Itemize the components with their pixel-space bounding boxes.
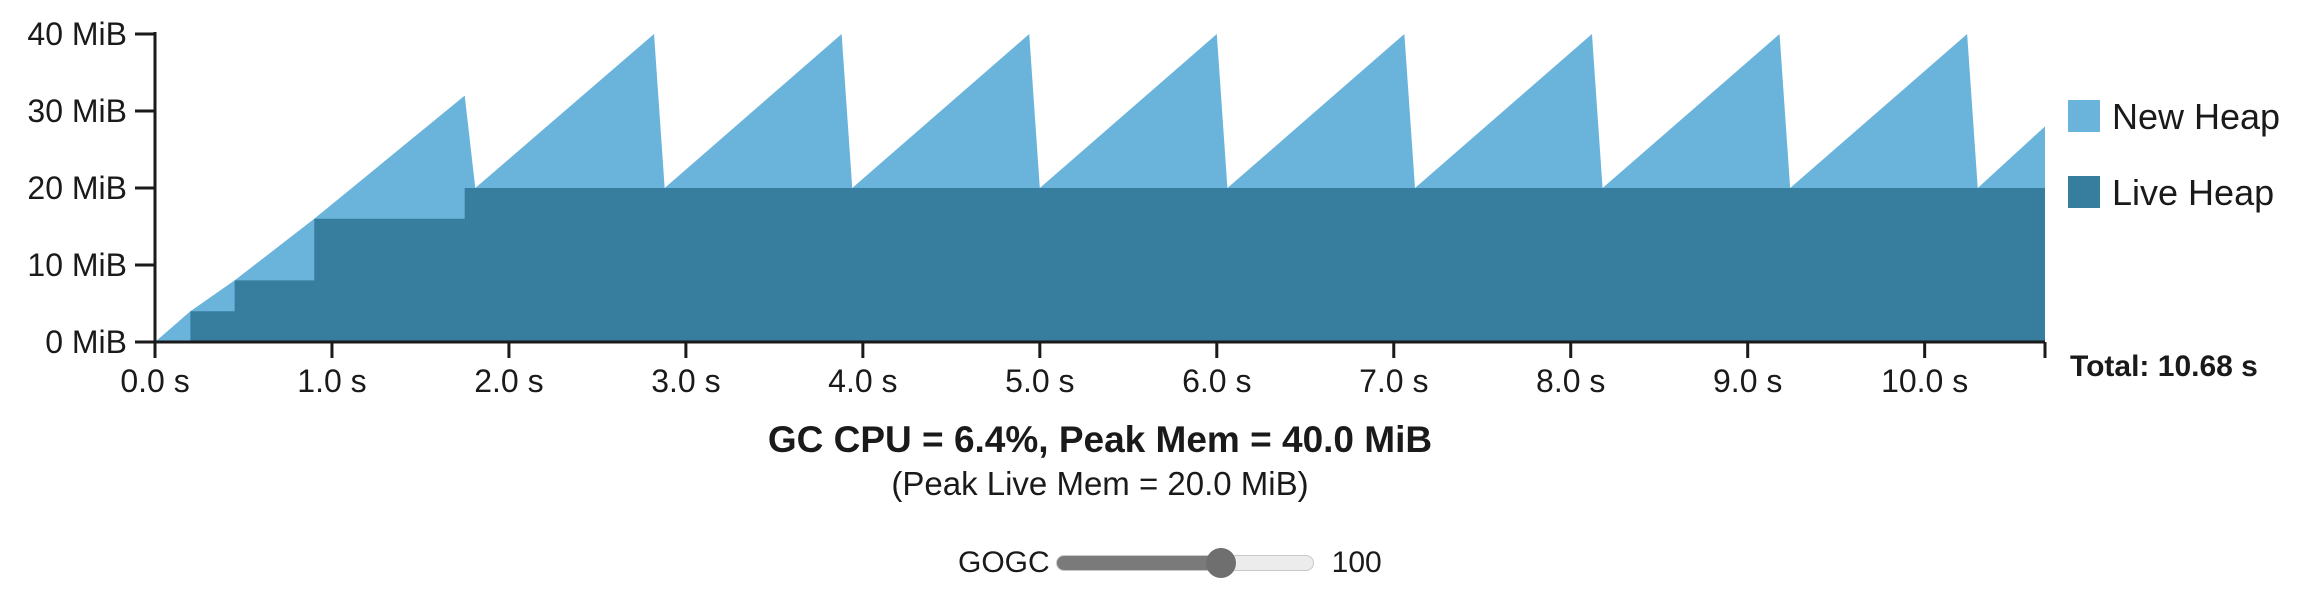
legend-label: Live Heap (2112, 172, 2274, 213)
gogc-label: GOGC (958, 546, 1050, 579)
y-tick-label: 40 MiB (27, 16, 127, 52)
gogc-slider[interactable] (1055, 548, 1314, 578)
heap-chart: 0 MiB 10 MiB 20 MiB 30 MiB 40 MiB 0.0 s 1.0 s… (27, 16, 2280, 399)
gogc-control: GOGC 100 (958, 543, 1382, 583)
gogc-value: 100 (1331, 546, 1382, 579)
stats-main: GC CPU = 6.4%, Peak Mem = 40.0 MiB (767, 419, 1433, 460)
x-tick-label: 5.0 s (1005, 363, 1074, 399)
legend-swatch (2068, 176, 2100, 208)
x-tick-label: 6.0 s (1182, 363, 1251, 399)
gogc-slider-thumb[interactable] (1205, 548, 1236, 578)
live-heap-area (155, 188, 2045, 342)
stats-block: GC CPU = 6.4%, Peak Mem = 40.0 MiB (Peak… (0, 418, 2200, 506)
total-label: Total: 10.68 s (2070, 350, 2258, 383)
legend-swatch (2068, 100, 2100, 132)
x-tick-label: 2.0 s (474, 363, 543, 399)
x-tick-label: 9.0 s (1713, 363, 1782, 399)
legend: New Heap Live Heap (2068, 96, 2280, 213)
x-tick-label: 4.0 s (828, 363, 897, 399)
y-axis: 0 MiB 10 MiB 20 MiB 30 MiB 40 MiB (27, 16, 157, 360)
x-tick-label: 10.0 s (1881, 363, 1968, 399)
gogc-slider-fill (1056, 556, 1221, 570)
y-tick-label: 0 MiB (45, 324, 127, 360)
plot-areas (155, 34, 2045, 342)
x-tick-label: 1.0 s (297, 363, 366, 399)
legend-label: New Heap (2112, 96, 2280, 137)
x-tick-label: 8.0 s (1536, 363, 1605, 399)
y-tick-label: 20 MiB (27, 170, 127, 206)
x-tick-label: 0.0 s (120, 363, 189, 399)
x-axis: 0.0 s 1.0 s 2.0 s 3.0 s 4.0 s 5.0 s 6.0 s 7.0 s… (120, 340, 2047, 399)
y-tick-label: 10 MiB (27, 247, 127, 283)
y-tick-label: 30 MiB (27, 93, 127, 129)
x-tick-label: 7.0 s (1359, 363, 1428, 399)
x-tick-label: 3.0 s (651, 363, 720, 399)
stats-sub: (Peak Live Mem = 20.0 MiB) (891, 465, 1309, 502)
